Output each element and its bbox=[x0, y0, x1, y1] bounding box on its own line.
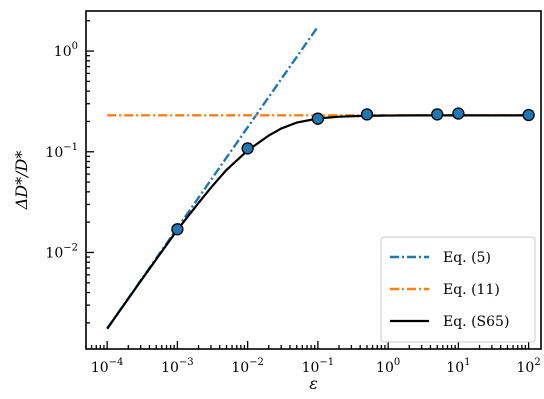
data-point bbox=[452, 107, 465, 120]
legend-box bbox=[380, 236, 536, 343]
series-line-1 bbox=[106, 25, 319, 330]
legend-label-1: Eq. (5) bbox=[443, 250, 491, 266]
series-line-3 bbox=[106, 114, 529, 330]
data-point bbox=[171, 223, 184, 236]
legend-label-3: Eq. (S65) bbox=[443, 314, 509, 330]
data-point bbox=[522, 108, 535, 122]
plot-frame bbox=[85, 10, 542, 350]
x-tick-label: 101 bbox=[446, 357, 470, 376]
data-point bbox=[241, 142, 254, 155]
y-tick-label: 10−1 bbox=[45, 142, 78, 161]
x-tick-label: 10−1 bbox=[302, 357, 335, 376]
y-tick-label: 10−2 bbox=[45, 242, 78, 261]
x-axis-title: ε bbox=[309, 374, 318, 393]
legend: Eq. (5) Eq. (11) Eq. (S65) bbox=[380, 236, 536, 343]
y-axis-title: ΔD*/D* bbox=[12, 151, 31, 211]
plot-data-group bbox=[106, 25, 535, 330]
x-tick-label: 10−2 bbox=[231, 357, 264, 376]
x-tick-label: 10−3 bbox=[161, 357, 194, 376]
data-point bbox=[311, 112, 325, 125]
legend-label-2: Eq. (11) bbox=[443, 282, 500, 298]
x-tick-label: 102 bbox=[517, 357, 541, 376]
x-tick-label: 10−4 bbox=[91, 357, 124, 376]
x-tick-label: 100 bbox=[376, 357, 400, 376]
y-tick-label: 100 bbox=[54, 41, 78, 60]
data-point bbox=[431, 108, 444, 121]
data-point bbox=[360, 108, 374, 121]
